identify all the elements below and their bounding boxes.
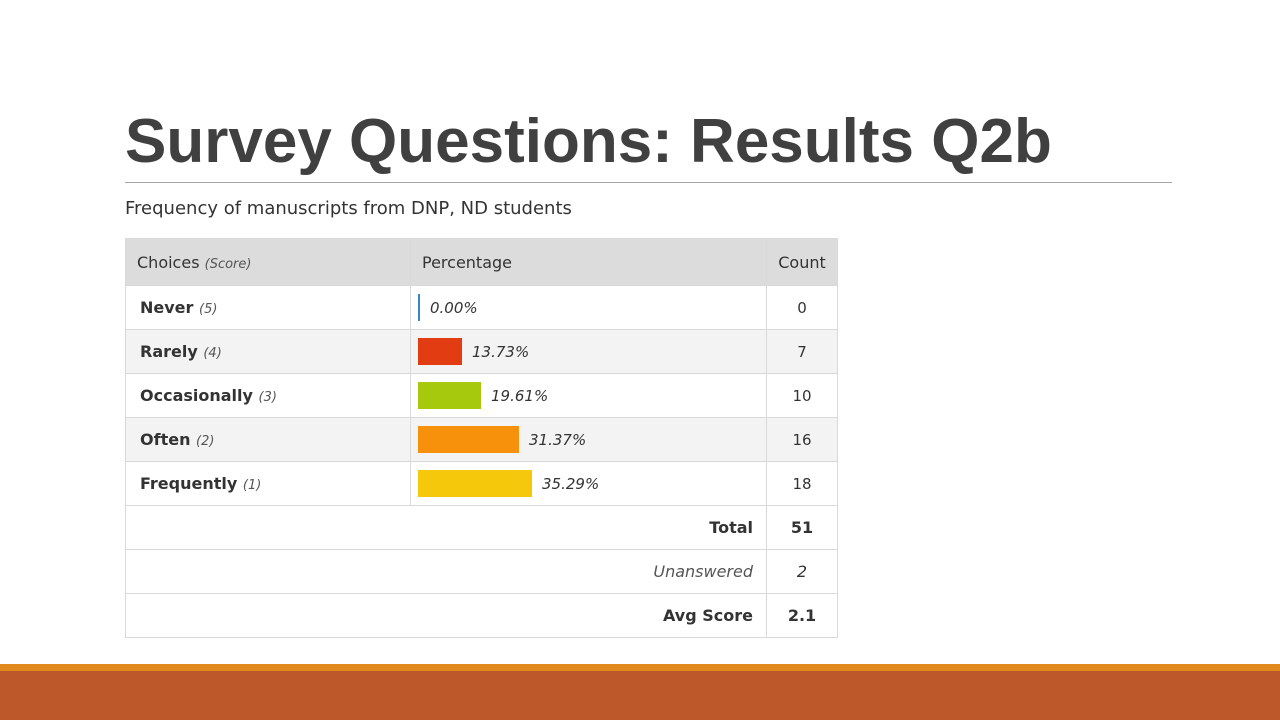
- count-cell: 0: [766, 285, 838, 330]
- table-row: Frequently (1) 35.29% 18: [125, 461, 838, 506]
- percentage-label: 31.37%: [529, 430, 587, 449]
- total-label: Total: [125, 505, 767, 550]
- total-value: 51: [766, 505, 838, 550]
- choice-label: Rarely: [140, 342, 198, 361]
- title-divider: [125, 182, 1172, 183]
- avg-score-label: Avg Score: [125, 593, 767, 638]
- percentage-label: 0.00%: [430, 298, 478, 317]
- percentage-cell: 0.00%: [410, 285, 767, 330]
- count-cell: 10: [766, 373, 838, 418]
- table-header-row: Choices (Score) Percentage Count: [125, 238, 838, 286]
- question-text: Frequency of manuscripts from DNP, ND st…: [125, 198, 572, 219]
- table-row: Rarely (4) 13.73% 7: [125, 329, 838, 374]
- percentage-label: 19.61%: [491, 386, 549, 405]
- count-header: Count: [766, 238, 838, 286]
- slide-title: Survey Questions: Results Q2b: [125, 107, 1052, 176]
- unanswered-label: Unanswered: [125, 549, 767, 594]
- percentage-header: Percentage: [410, 238, 767, 286]
- percentage-cell: 35.29%: [410, 461, 767, 506]
- percentage-label: 35.29%: [542, 474, 600, 493]
- avg-score-value: 2.1: [766, 593, 838, 638]
- choice-score: (5): [199, 302, 218, 317]
- unanswered-row: Unanswered 2: [125, 549, 838, 594]
- count-cell: 18: [766, 461, 838, 506]
- table-row: Never (5) 0.00% 0: [125, 285, 838, 330]
- percentage-bar: [418, 470, 532, 497]
- choice-score: (1): [242, 478, 262, 493]
- choice-label: Occasionally: [140, 386, 253, 405]
- choice-label: Never: [140, 298, 194, 317]
- footer-band: [0, 671, 1280, 720]
- count-cell: 7: [766, 329, 838, 374]
- table-row: Occasionally (3) 19.61% 10: [125, 373, 838, 418]
- choice-cell: Never (5): [125, 285, 411, 330]
- choice-score: (4): [203, 346, 222, 361]
- choices-header: Choices (Score): [125, 238, 411, 286]
- choice-cell: Occasionally (3): [125, 373, 411, 418]
- percentage-cell: 31.37%: [410, 417, 767, 462]
- results-table: Choices (Score) Percentage Count Never (…: [125, 238, 838, 638]
- table-body: Never (5) 0.00% 0 Rarely (4) 13.73% 7 Occasion…: [125, 285, 838, 506]
- percentage-bar: [418, 382, 481, 409]
- percentage-bar: [418, 426, 519, 453]
- percentage-bar: [418, 338, 462, 365]
- choice-score: (3): [258, 390, 277, 405]
- choice-cell: Often (2): [125, 417, 411, 462]
- percentage-bar: [418, 294, 420, 321]
- count-cell: 16: [766, 417, 838, 462]
- percentage-cell: 19.61%: [410, 373, 767, 418]
- choices-header-label: Choices: [137, 252, 200, 272]
- choice-score: (2): [196, 434, 215, 449]
- score-header-label: (Score): [204, 256, 252, 272]
- choice-label: Often: [140, 430, 191, 449]
- total-row: Total 51: [125, 505, 838, 550]
- percentage-cell: 13.73%: [410, 329, 767, 374]
- percentage-label: 13.73%: [472, 342, 530, 361]
- avg-score-row: Avg Score 2.1: [125, 593, 838, 638]
- unanswered-value: 2: [766, 549, 838, 594]
- choice-cell: Rarely (4): [125, 329, 411, 374]
- table-row: Often (2) 31.37% 16: [125, 417, 838, 462]
- choice-cell: Frequently (1): [125, 461, 411, 506]
- choice-label: Frequently: [140, 474, 238, 493]
- footer-accent-line: [0, 664, 1280, 671]
